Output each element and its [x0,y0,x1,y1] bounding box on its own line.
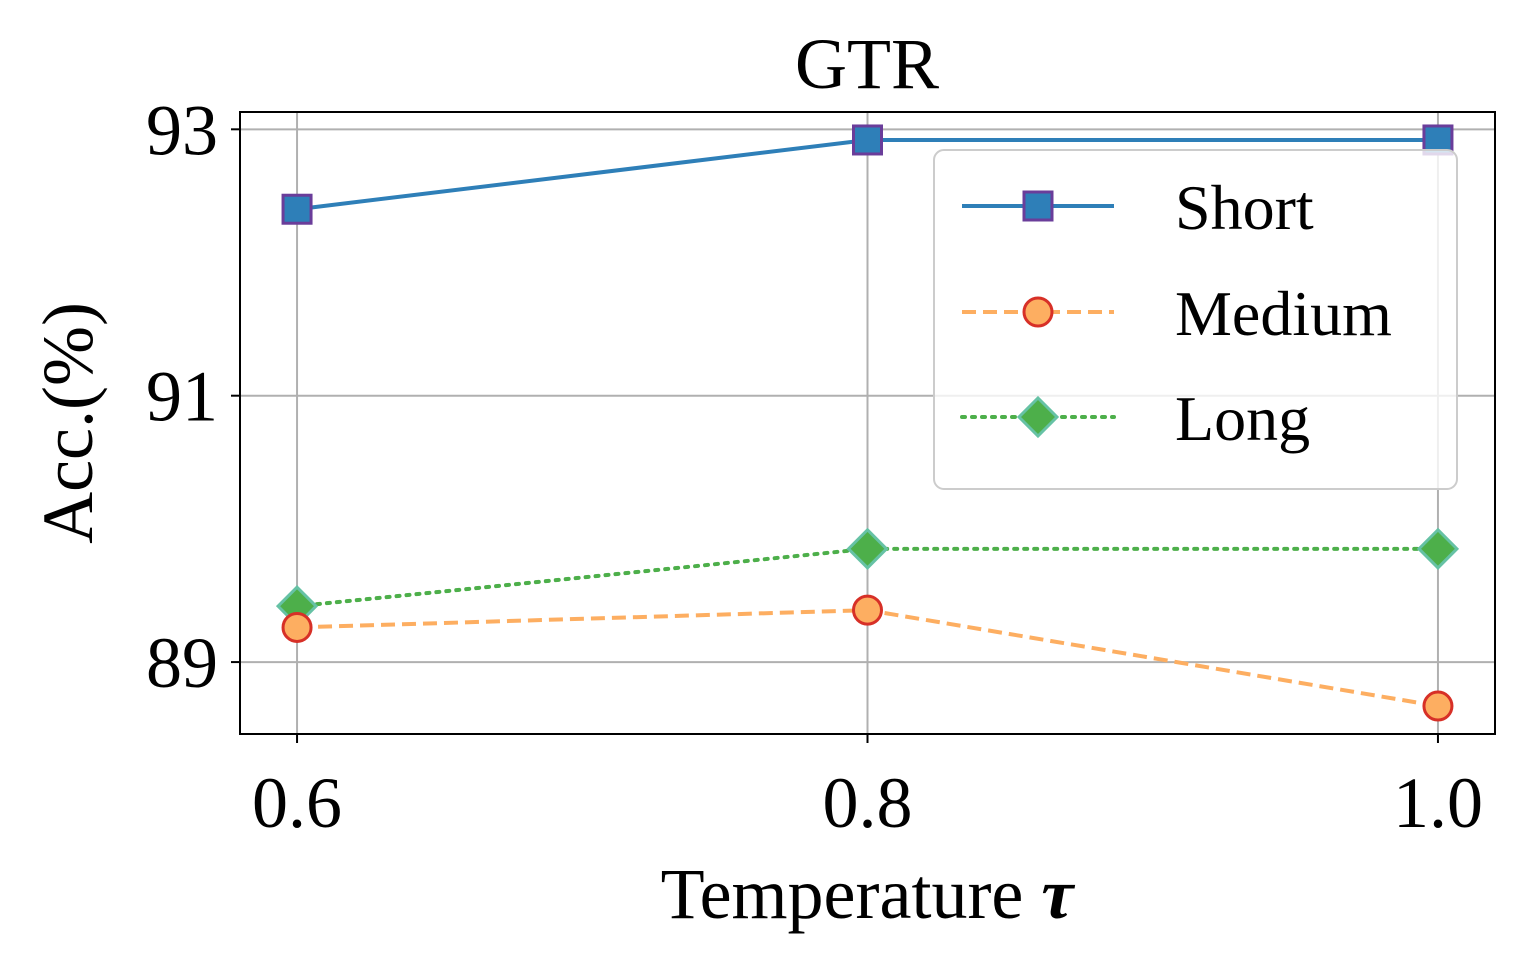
legend-marker-long [1016,395,1060,439]
x-axis-label: Temperature τ [661,854,1076,934]
legend-marker-short [1022,190,1054,222]
data-point-medium [1422,690,1454,722]
x-tick-label: 0.8 [823,763,913,843]
chart-title: GTR [795,24,939,104]
legend-items: Short Medium Long [960,172,1392,454]
data-point-long [846,527,889,570]
y-tick-label: 93 [146,90,218,170]
x-axis-label-symbol: τ [1041,854,1075,934]
y-tick-label: 91 [146,357,218,437]
series-lines [275,124,1460,722]
series-medium [281,594,1454,722]
y-tick-label: 89 [146,623,218,703]
legend: Short Medium Long [933,149,1458,490]
data-point-medium [281,611,313,643]
axis-ticks: 0.6 0.8 1.0 89 91 93 [146,90,1483,843]
data-point-long [1416,527,1460,570]
legend-label-medium: Medium [1175,278,1392,349]
x-tick-label: 1.0 [1393,763,1483,843]
legend-label-long: Long [1175,383,1310,454]
data-point-short [852,124,883,156]
data-point-medium [852,594,883,626]
legend-box [933,149,1458,490]
legend-marker-medium [1022,296,1054,328]
y-axis-label: Acc.(%) [28,302,108,544]
legend-label-short: Short [1175,172,1314,243]
data-point-short [281,193,313,225]
x-tick-label: 0.6 [252,763,342,843]
